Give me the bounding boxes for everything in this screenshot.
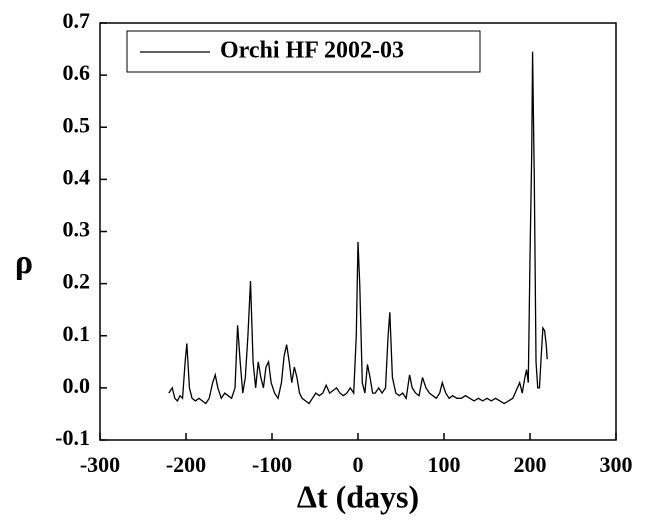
x-tick-label: -200 bbox=[166, 452, 206, 477]
y-axis-label: ρ bbox=[15, 244, 33, 281]
x-tick-label: 300 bbox=[600, 452, 633, 477]
y-tick-label: 0.1 bbox=[63, 321, 91, 346]
y-tick-label: 0.7 bbox=[63, 8, 91, 33]
y-tick-label: 0.3 bbox=[63, 217, 91, 242]
x-tick-label: -300 bbox=[80, 452, 120, 477]
legend-label: Orchi HF 2002-03 bbox=[220, 38, 404, 64]
data-line bbox=[168, 51, 548, 405]
y-tick-label: 0.6 bbox=[63, 60, 91, 85]
x-axis-label: Δt (days) bbox=[297, 478, 419, 514]
y-tick-label: 0.0 bbox=[63, 373, 91, 398]
x-tick-label: 0 bbox=[353, 452, 364, 477]
y-tick-label: 0.2 bbox=[63, 269, 91, 294]
x-tick-label: 100 bbox=[428, 452, 461, 477]
x-tick-label: 200 bbox=[514, 452, 547, 477]
plot-frame bbox=[99, 22, 617, 441]
y-tick-label: -0.1 bbox=[55, 425, 90, 450]
x-tick-label: -100 bbox=[252, 452, 292, 477]
y-tick-label: 0.4 bbox=[63, 164, 91, 189]
y-tick-label: 0.5 bbox=[63, 112, 91, 137]
